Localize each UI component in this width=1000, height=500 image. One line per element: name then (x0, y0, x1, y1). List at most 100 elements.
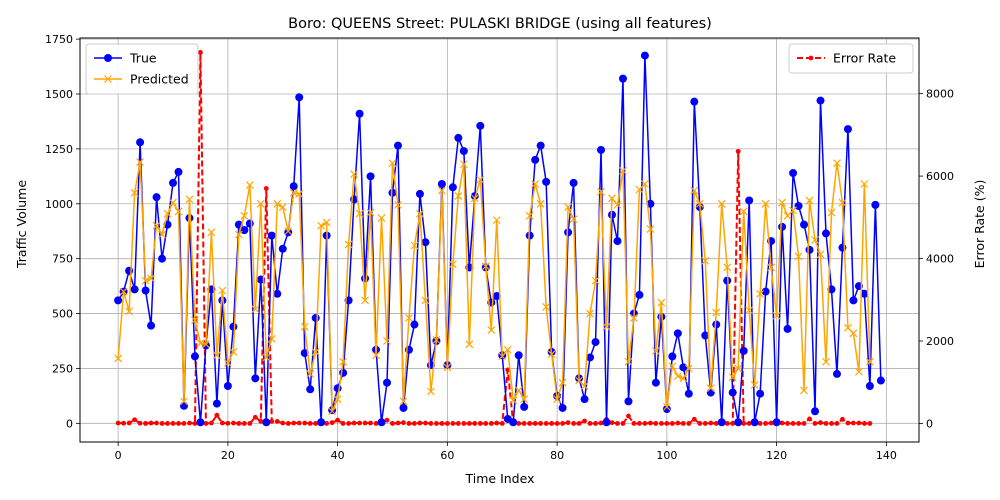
x-tick-label: 100 (656, 449, 677, 462)
data-point (531, 180, 540, 188)
data-point (778, 198, 787, 207)
y2-axis-label: Error Rate (%) (972, 180, 987, 269)
data-point (801, 421, 807, 426)
data-point (761, 287, 770, 296)
data-point (767, 263, 776, 272)
data-point (368, 420, 373, 426)
data-point (410, 320, 419, 329)
data-point (871, 200, 880, 209)
data-point (362, 420, 368, 426)
marker-stroke (125, 307, 134, 316)
data-point (377, 418, 386, 427)
data-point (520, 395, 529, 404)
data-point (192, 421, 198, 426)
data-point (432, 335, 441, 344)
data-point (209, 420, 214, 426)
marker-stroke (487, 326, 496, 334)
data-point (311, 313, 320, 322)
data-point (761, 199, 770, 208)
data-point (372, 351, 380, 360)
marker-stroke (295, 189, 304, 198)
data-point (642, 421, 648, 426)
data-point (284, 227, 293, 236)
data-point (686, 421, 692, 426)
data-point (800, 386, 808, 395)
legend-marker (104, 75, 112, 83)
marker-stroke (185, 195, 194, 204)
data-point (273, 289, 282, 298)
y-axis-label: Traffic Volume (14, 180, 29, 269)
marker-stroke (245, 181, 254, 190)
data-point (856, 420, 862, 426)
marker-stroke (152, 221, 161, 230)
data-point (240, 211, 249, 220)
data-point (708, 420, 714, 426)
data-point (421, 296, 430, 305)
x-tick-label: 40 (331, 449, 345, 462)
data-point (712, 308, 721, 317)
data-point (867, 421, 873, 426)
data-point (152, 221, 161, 230)
data-point (207, 228, 216, 237)
marker-stroke (388, 159, 397, 168)
marker-stroke (394, 200, 402, 209)
marker-stroke (673, 372, 682, 381)
data-point (558, 403, 567, 412)
legend-box (85, 43, 199, 95)
data-point (383, 378, 392, 387)
data-point (860, 289, 869, 298)
data-point (794, 252, 803, 261)
data-point (165, 421, 170, 426)
marker-stroke (174, 207, 183, 216)
data-point (344, 240, 353, 249)
marker-stroke (564, 203, 573, 211)
marker-stroke (147, 274, 155, 283)
data-point (624, 397, 633, 406)
data-point (245, 219, 254, 228)
marker-stroke (405, 314, 413, 322)
data-point (393, 141, 402, 150)
data-point (763, 421, 769, 426)
marker-stroke (723, 263, 732, 272)
marker-stroke (476, 175, 485, 184)
marker-stroke (355, 209, 364, 218)
marker-stroke (575, 376, 583, 385)
data-point (690, 97, 699, 106)
marker-stroke (668, 362, 677, 371)
data-point (772, 418, 781, 427)
data-point (702, 421, 708, 426)
data-point (300, 349, 309, 358)
data-point (706, 388, 715, 397)
data-point (198, 50, 203, 55)
marker-stroke (141, 276, 150, 285)
data-point (302, 420, 308, 426)
data-point (615, 421, 620, 426)
x-tick-label: 120 (766, 449, 787, 462)
data-point (664, 421, 670, 426)
legend-label: True (129, 51, 157, 66)
data-point (329, 420, 335, 426)
marker-stroke (207, 228, 216, 237)
legend-marker (104, 54, 112, 62)
data-point (860, 180, 869, 188)
data-point (423, 420, 428, 426)
data-point (840, 416, 845, 422)
data-point (816, 96, 825, 105)
data-point (384, 417, 390, 423)
data-point (613, 237, 622, 246)
data-point (745, 306, 754, 315)
marker-stroke (273, 199, 282, 208)
x-tick-label: 60 (440, 449, 454, 462)
data-point (827, 208, 836, 217)
data-point (483, 421, 489, 426)
marker-stroke (240, 211, 249, 220)
data-point (586, 353, 595, 362)
data-point (514, 351, 523, 360)
data-point (658, 421, 664, 426)
y-tick-label: 1750 (45, 33, 73, 46)
data-point (174, 207, 183, 216)
data-point (202, 340, 210, 349)
marker-stroke (333, 395, 342, 404)
data-point (476, 121, 485, 130)
data-point (805, 196, 814, 205)
